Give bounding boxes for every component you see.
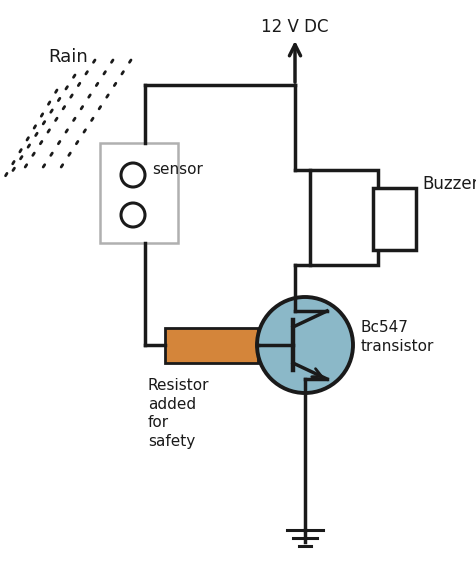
Bar <box>372 188 415 250</box>
Text: Rain: Rain <box>48 48 88 66</box>
Circle shape <box>121 203 145 227</box>
Text: Bc547
transistor: Bc547 transistor <box>360 320 434 354</box>
Text: 12 V DC: 12 V DC <box>261 18 328 36</box>
Circle shape <box>257 297 352 393</box>
Bar <box>165 328 258 363</box>
Text: Buzzer: Buzzer <box>421 175 476 193</box>
Bar <box>309 170 377 265</box>
Text: sensor: sensor <box>152 163 202 178</box>
Circle shape <box>121 163 145 187</box>
Text: Resistor
added
for
safety: Resistor added for safety <box>148 378 209 449</box>
Bar <box>100 143 178 243</box>
